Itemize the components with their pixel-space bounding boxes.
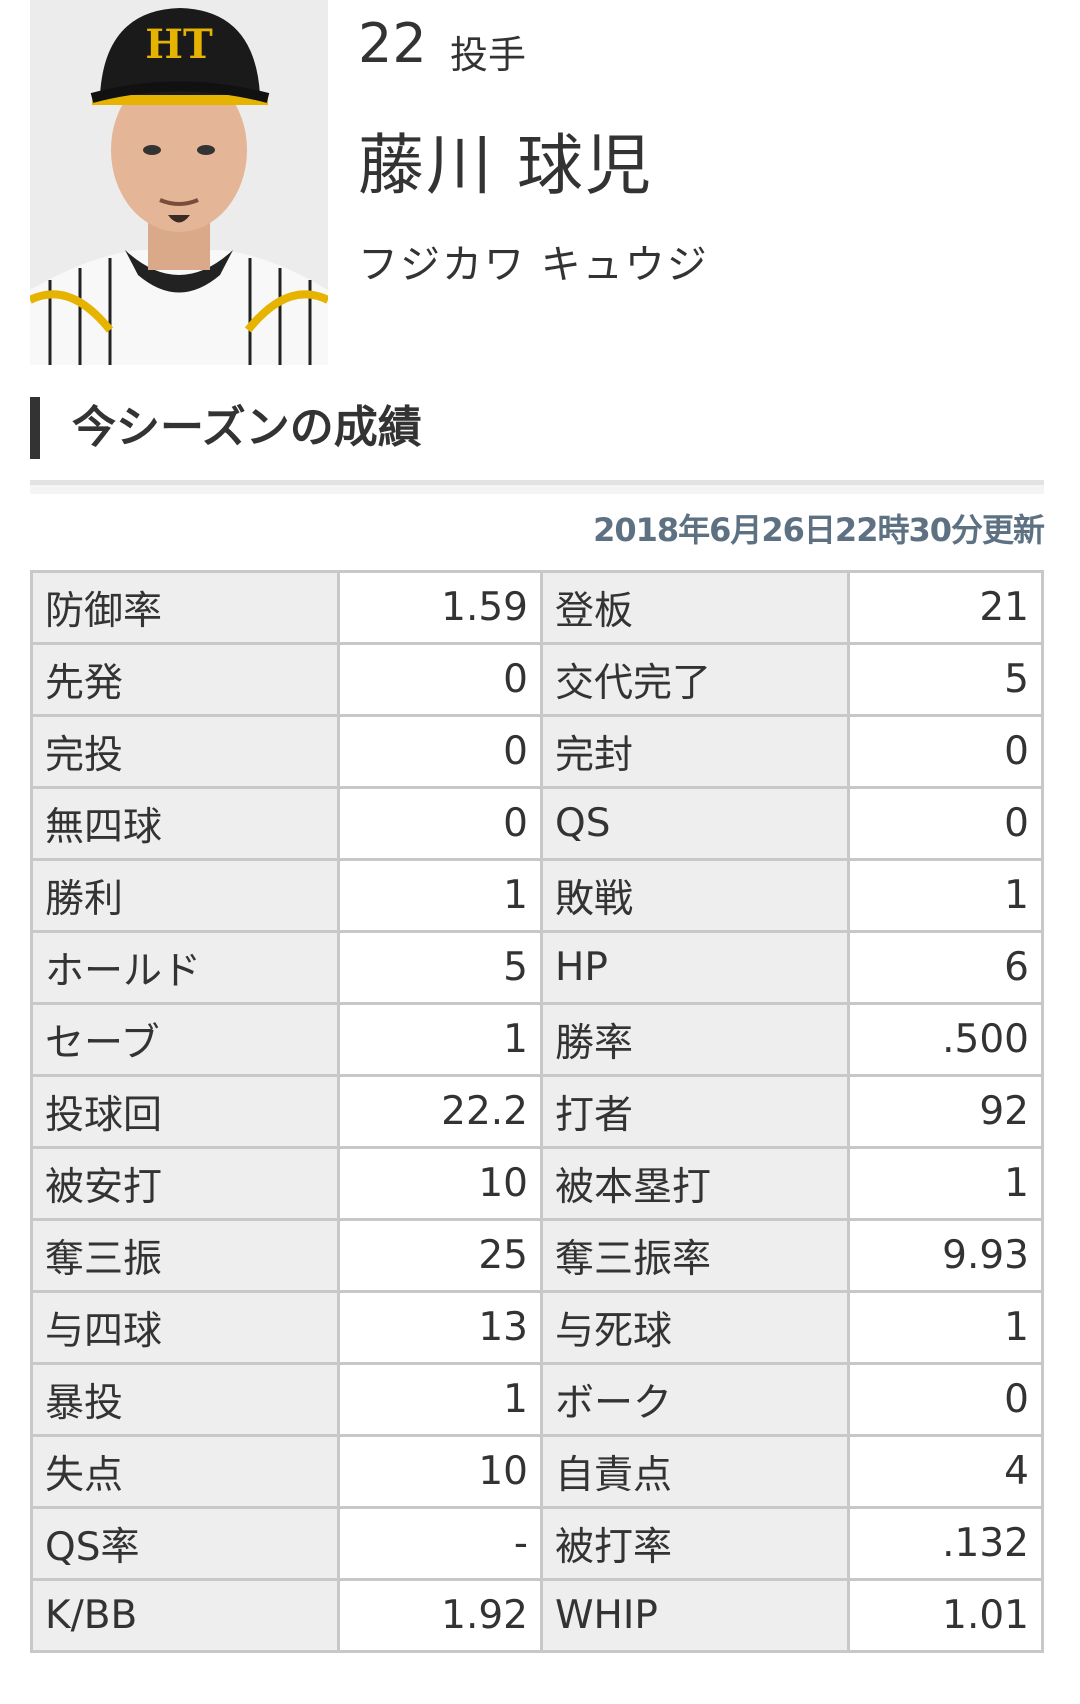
stat-value: 1.92	[337, 1578, 543, 1653]
stat-label: 敗戦	[540, 858, 850, 933]
stat-value: 1	[847, 1290, 1044, 1365]
player-name-kana: フジカワ キュウジ	[358, 242, 709, 288]
stat-value: -	[337, 1506, 543, 1581]
stat-label: 奪三振率	[540, 1218, 850, 1293]
stat-value: 0	[337, 714, 543, 789]
stat-label: セーブ	[30, 1002, 340, 1077]
stat-value: 0	[847, 714, 1044, 789]
stat-label: QS率	[30, 1506, 340, 1581]
table-row: 暴投 1 ボーク 0	[30, 1362, 1044, 1437]
stat-value: 1	[337, 1362, 543, 1437]
stat-label: ボーク	[540, 1362, 850, 1437]
player-name: 藤川 球児	[358, 127, 653, 204]
player-position: 投手	[450, 33, 527, 77]
stat-label: ホールド	[30, 930, 340, 1005]
stat-value: 0	[337, 642, 543, 717]
stat-value: 1.59	[337, 570, 543, 645]
stat-value: 92	[847, 1074, 1044, 1149]
stat-value: .500	[847, 1002, 1044, 1077]
stat-label: 投球回	[30, 1074, 340, 1149]
stat-label: 暴投	[30, 1362, 340, 1437]
stat-label: 防御率	[30, 570, 340, 645]
stat-value: 9.93	[847, 1218, 1044, 1293]
stat-value: 5	[847, 642, 1044, 717]
stat-value: 13	[337, 1290, 543, 1365]
stat-label: 自責点	[540, 1434, 850, 1509]
table-row: 与四球 13 与死球 1	[30, 1290, 1044, 1365]
player-number: 22	[358, 12, 427, 75]
table-row: 無四球 0 QS 0	[30, 786, 1044, 861]
table-row: 先発 0 交代完了 5	[30, 642, 1044, 717]
stat-label: 完封	[540, 714, 850, 789]
stat-value: 22.2	[337, 1074, 543, 1149]
stat-value: 1	[847, 1146, 1044, 1221]
updated-timestamp: 2018年6月26日22時30分更新	[593, 511, 1045, 549]
stat-value: 10	[337, 1146, 543, 1221]
stat-label: 奪三振	[30, 1218, 340, 1293]
stat-label: WHIP	[540, 1578, 850, 1653]
stat-value: 0	[847, 786, 1044, 861]
stat-label: 勝利	[30, 858, 340, 933]
player-photo: HT	[30, 0, 328, 365]
stat-label: 被安打	[30, 1146, 340, 1221]
table-row: 被安打 10 被本塁打 1	[30, 1146, 1044, 1221]
stat-value: 1	[847, 858, 1044, 933]
table-row: 奪三振 25 奪三振率 9.93	[30, 1218, 1044, 1293]
table-row: 勝利 1 敗戦 1	[30, 858, 1044, 933]
stat-value: 1	[337, 858, 543, 933]
stat-label: 交代完了	[540, 642, 850, 717]
stat-value: 4	[847, 1434, 1044, 1509]
table-row: 完投 0 完封 0	[30, 714, 1044, 789]
table-row: 防御率 1.59 登板 21	[30, 570, 1044, 645]
stat-label: 失点	[30, 1434, 340, 1509]
stat-value: 25	[337, 1218, 543, 1293]
table-row: 投球回 22.2 打者 92	[30, 1074, 1044, 1149]
stats-table: 防御率 1.59 登板 21 先発 0 交代完了 5 完投 0 完封 0 無四球 0 QS 0 勝利 1 敗戦 1 ホー…	[30, 570, 1044, 1653]
stat-label: QS	[540, 786, 850, 861]
table-row: ホールド 5 HP 6	[30, 930, 1044, 1005]
stat-value: 5	[337, 930, 543, 1005]
stat-label: 先発	[30, 642, 340, 717]
table-row: K/BB 1.92 WHIP 1.01	[30, 1578, 1044, 1653]
svg-text:HT: HT	[145, 21, 213, 68]
stat-value: 0	[847, 1362, 1044, 1437]
divider	[30, 480, 1044, 494]
stat-value: 10	[337, 1434, 543, 1509]
stat-label: 無四球	[30, 786, 340, 861]
table-row: QS率 - 被打率 .132	[30, 1506, 1044, 1581]
table-row: セーブ 1 勝率 .500	[30, 1002, 1044, 1077]
stat-value: 6	[847, 930, 1044, 1005]
stat-label: 被本塁打	[540, 1146, 850, 1221]
stat-label: 与死球	[540, 1290, 850, 1365]
stat-value: 1	[337, 1002, 543, 1077]
stat-label: 登板	[540, 570, 850, 645]
stat-value: 1.01	[847, 1578, 1044, 1653]
stat-value: 0	[337, 786, 543, 861]
stat-value: 21	[847, 570, 1044, 645]
stat-label: 打者	[540, 1074, 850, 1149]
stat-label: 与四球	[30, 1290, 340, 1365]
stat-label: HP	[540, 930, 850, 1005]
stat-label: 勝率	[540, 1002, 850, 1077]
stat-label: K/BB	[30, 1578, 340, 1653]
stat-value: .132	[847, 1506, 1044, 1581]
section-title: 今シーズンの成績	[30, 397, 422, 459]
stat-label: 被打率	[540, 1506, 850, 1581]
table-row: 失点 10 自責点 4	[30, 1434, 1044, 1509]
stat-label: 完投	[30, 714, 340, 789]
